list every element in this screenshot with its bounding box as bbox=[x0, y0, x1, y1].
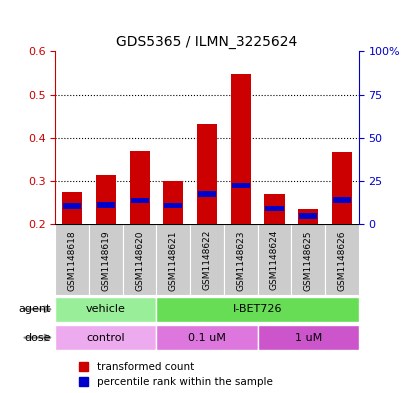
Bar bbox=[129, 151, 149, 224]
Text: GSM1148619: GSM1148619 bbox=[101, 230, 110, 291]
Bar bbox=[298, 213, 317, 219]
Bar bbox=[331, 152, 351, 224]
Bar bbox=[96, 174, 116, 224]
Bar bbox=[89, 224, 122, 295]
Bar bbox=[190, 224, 223, 295]
Text: control: control bbox=[86, 332, 125, 343]
Bar bbox=[97, 202, 115, 208]
Bar bbox=[55, 297, 156, 322]
Title: GDS5365 / ILMN_3225624: GDS5365 / ILMN_3225624 bbox=[116, 35, 297, 49]
Bar bbox=[122, 224, 156, 295]
Bar bbox=[156, 224, 190, 295]
Text: 0.1 uM: 0.1 uM bbox=[188, 332, 225, 343]
Bar bbox=[324, 224, 358, 295]
Bar bbox=[265, 206, 283, 211]
Text: 1 uM: 1 uM bbox=[294, 332, 321, 343]
Bar bbox=[156, 325, 257, 350]
Bar bbox=[291, 224, 324, 295]
Text: dose: dose bbox=[25, 332, 51, 343]
Text: GSM1148620: GSM1148620 bbox=[135, 230, 144, 290]
Bar bbox=[231, 183, 249, 188]
Bar bbox=[130, 198, 148, 204]
Text: GSM1148621: GSM1148621 bbox=[169, 230, 178, 290]
Text: I-BET726: I-BET726 bbox=[232, 304, 282, 314]
Bar bbox=[257, 224, 291, 295]
Bar bbox=[198, 191, 216, 197]
Text: agent: agent bbox=[19, 304, 51, 314]
Text: GSM1148626: GSM1148626 bbox=[337, 230, 346, 290]
Bar bbox=[257, 325, 358, 350]
Bar bbox=[230, 73, 250, 224]
Text: GSM1148618: GSM1148618 bbox=[67, 230, 76, 291]
Bar bbox=[55, 325, 156, 350]
Bar bbox=[62, 191, 82, 224]
Bar bbox=[164, 202, 182, 208]
Text: vehicle: vehicle bbox=[86, 304, 126, 314]
Bar bbox=[332, 197, 350, 202]
Bar bbox=[63, 204, 81, 209]
Text: GSM1148623: GSM1148623 bbox=[236, 230, 245, 290]
Bar bbox=[264, 194, 284, 224]
Text: GSM1148625: GSM1148625 bbox=[303, 230, 312, 290]
Bar bbox=[156, 297, 358, 322]
Legend: transformed count, percentile rank within the sample: transformed count, percentile rank withi… bbox=[76, 359, 275, 390]
Text: GSM1148622: GSM1148622 bbox=[202, 230, 211, 290]
Text: GSM1148624: GSM1148624 bbox=[269, 230, 278, 290]
Bar bbox=[196, 124, 217, 224]
Bar bbox=[223, 224, 257, 295]
Bar bbox=[297, 209, 317, 224]
Bar bbox=[55, 224, 89, 295]
Bar bbox=[163, 181, 183, 224]
